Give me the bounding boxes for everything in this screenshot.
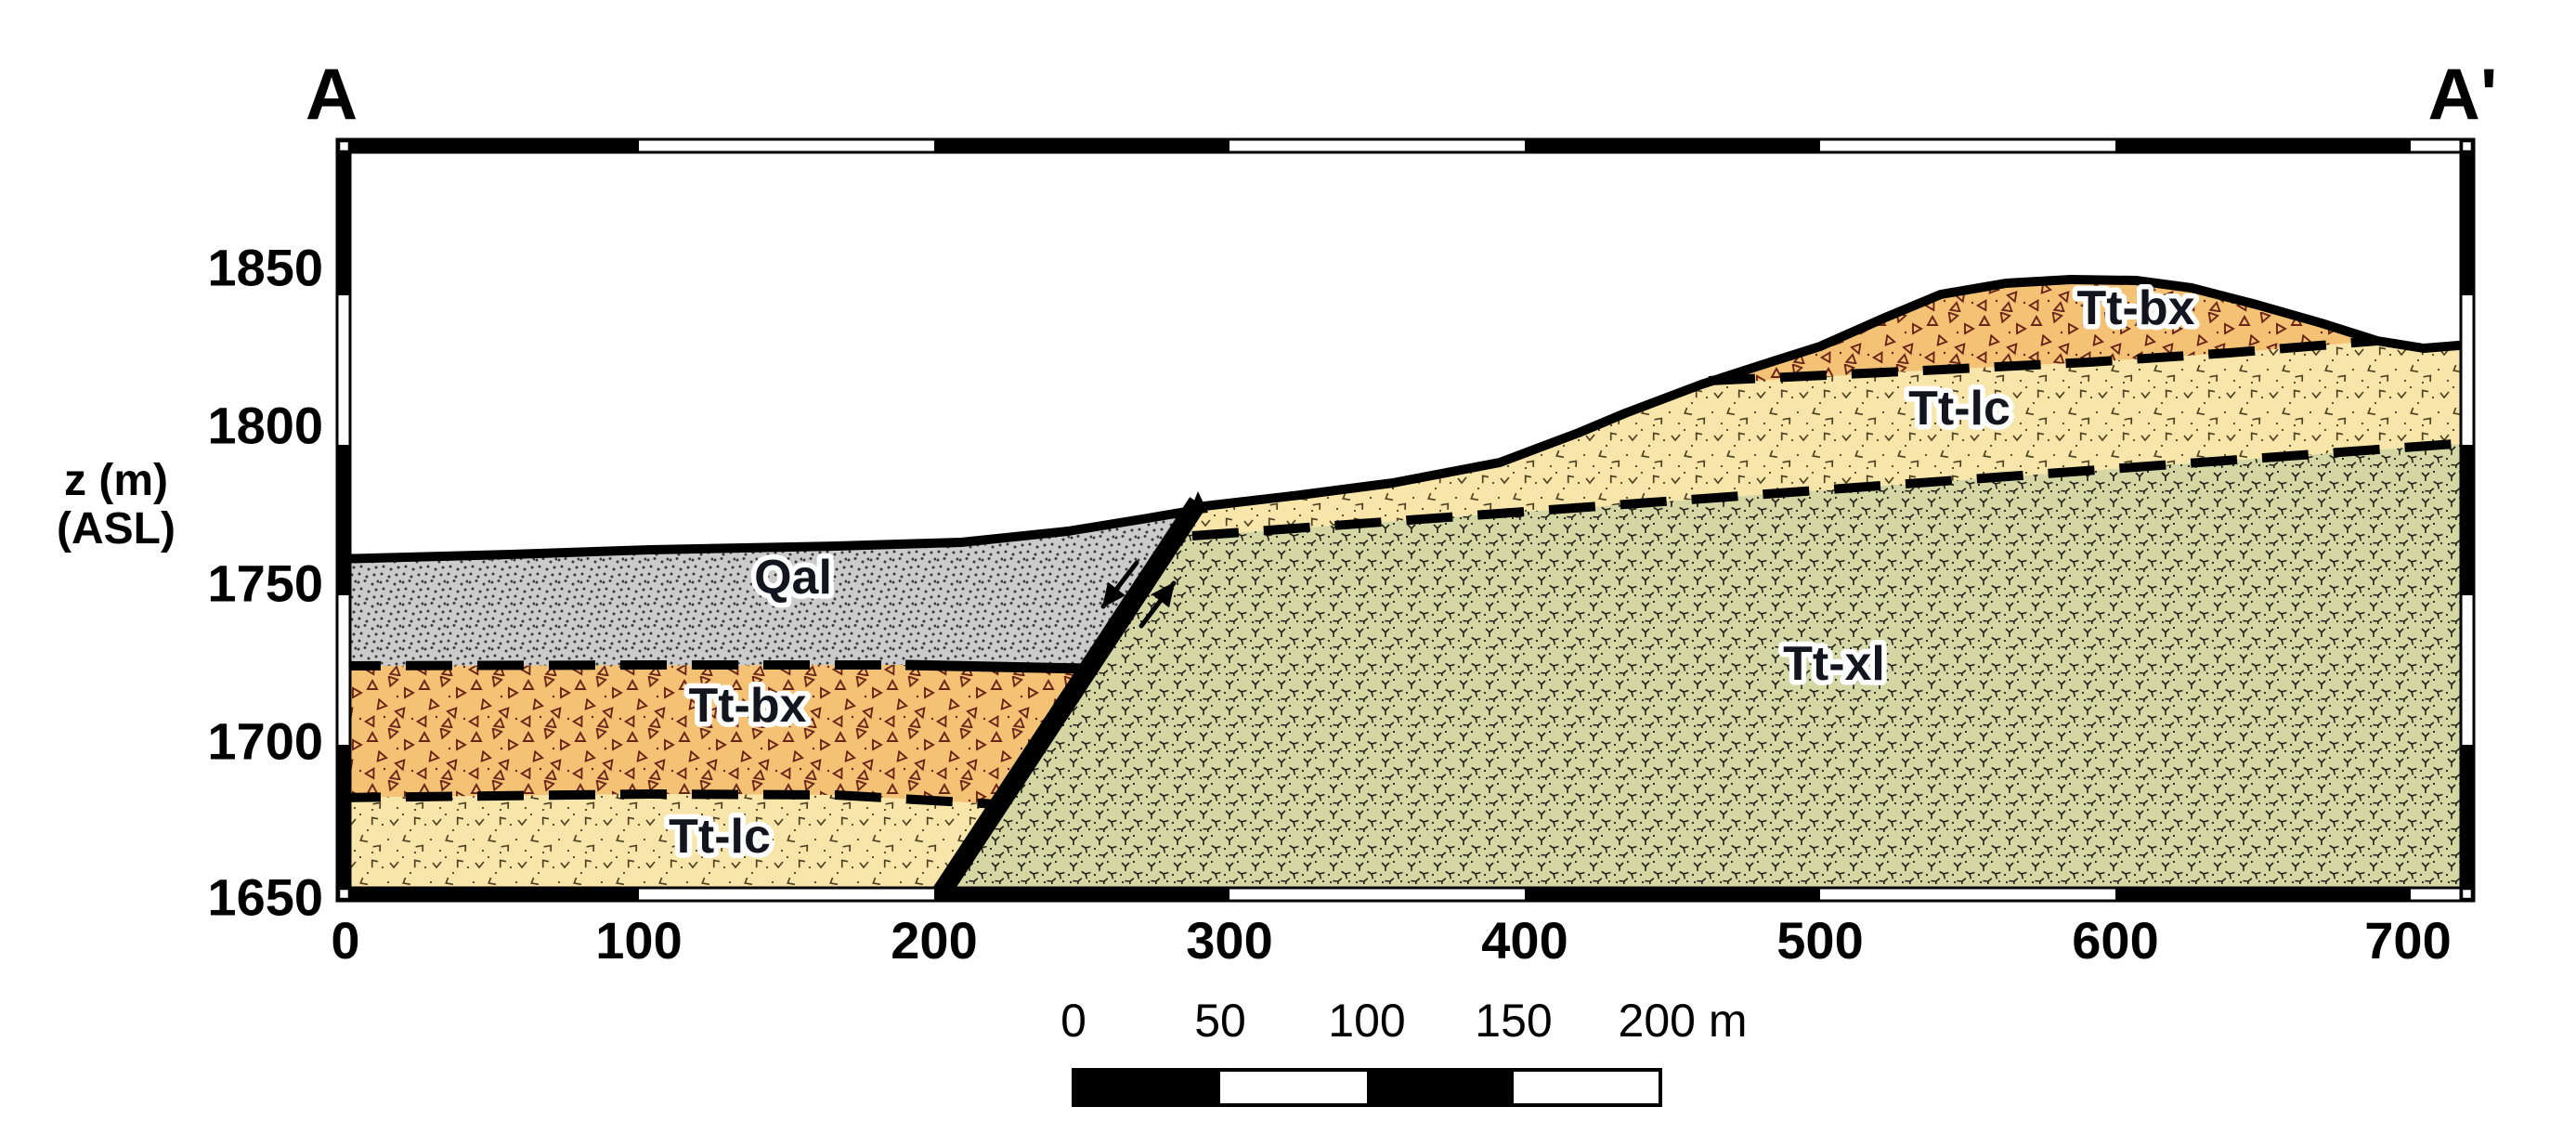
distance-ticks: 0 100 200 300 400 500 600 700 (331, 911, 2451, 970)
elevation-tick-1850: 1850 (207, 239, 323, 297)
ttbx-ttlc-contact-left (337, 788, 998, 809)
ttbx-hill-base-contact (1708, 336, 2378, 385)
scale-bar-label-0: 0 (1060, 995, 1086, 1047)
scale-bar-label-100: 100 (1328, 995, 1405, 1047)
unit-label-ttlc-left: Tt-lc (669, 810, 771, 864)
tt-bx-hill-region (1701, 280, 2377, 384)
tt-lc-right-region (1192, 341, 2470, 536)
distance-tick-200: 200 (891, 911, 977, 970)
elevation-tick-1750: 1750 (207, 554, 323, 613)
scale-bar: 0 50 100 150 200 m (1060, 995, 1748, 1107)
distance-tick-300: 300 (1186, 911, 1272, 970)
distance-tick-700: 700 (2364, 911, 2451, 970)
topographic-surface-east (1200, 275, 2474, 511)
unit-label-ttbx-hill: Tt-bx (2076, 281, 2194, 335)
fault-line (932, 497, 1206, 899)
elevation-tick-1700: 1700 (207, 712, 323, 771)
elevation-tick-1650: 1650 (207, 868, 323, 927)
scale-bar-segment-100-150 (1367, 1070, 1514, 1105)
scale-bar-label-200m: 200 m (1619, 995, 1748, 1047)
elevation-tick-1800: 1800 (207, 397, 323, 455)
unit-label-ttlc-right: Tt-lc (1908, 382, 2010, 436)
distance-tick-500: 500 (1776, 911, 1863, 970)
qal-ttbx-contact-solid (904, 659, 1088, 674)
unit-label-ttxl: Tt-xl (1783, 637, 1885, 691)
distance-tick-600: 600 (2072, 911, 2158, 970)
elevation-axis-title-line2: (ASL) (57, 504, 176, 553)
elevation-axis-title-line1: z (m) (64, 456, 168, 505)
section-endpoint-a-prime: A' (2428, 53, 2498, 135)
qal-ttbx-contact-dashed (337, 660, 905, 671)
topographic-surface-west (337, 506, 1196, 564)
section-endpoint-a: A (306, 53, 358, 135)
fault-tip (1189, 491, 1208, 514)
unit-label-ttbx-left: Tt-bx (688, 679, 806, 733)
tt-lc-left-region (337, 794, 997, 897)
corner-square-br (2460, 887, 2474, 901)
footwall-up-arrow (1138, 580, 1177, 629)
corner-square-bl (337, 887, 351, 901)
elevation-ticks: 1850 1800 1750 1700 1650 (207, 239, 323, 927)
corner-square-tr (2460, 139, 2474, 153)
scale-bar-label-50: 50 (1194, 995, 1246, 1047)
distance-tick-400: 400 (1481, 911, 1568, 970)
scale-bar-label-150: 150 (1475, 995, 1552, 1047)
section-frame (335, 137, 2476, 903)
scale-bar-segment-0-50 (1073, 1070, 1220, 1105)
unit-label-qal: Qal (754, 551, 832, 605)
distance-tick-100: 100 (595, 911, 682, 970)
distance-tick-0: 0 (331, 911, 359, 970)
corner-square-tl (337, 139, 351, 153)
tt-bx-left-region (337, 665, 1087, 804)
tt-xl-region (936, 443, 2470, 897)
hanging-wall-down-arrow (1100, 560, 1139, 609)
